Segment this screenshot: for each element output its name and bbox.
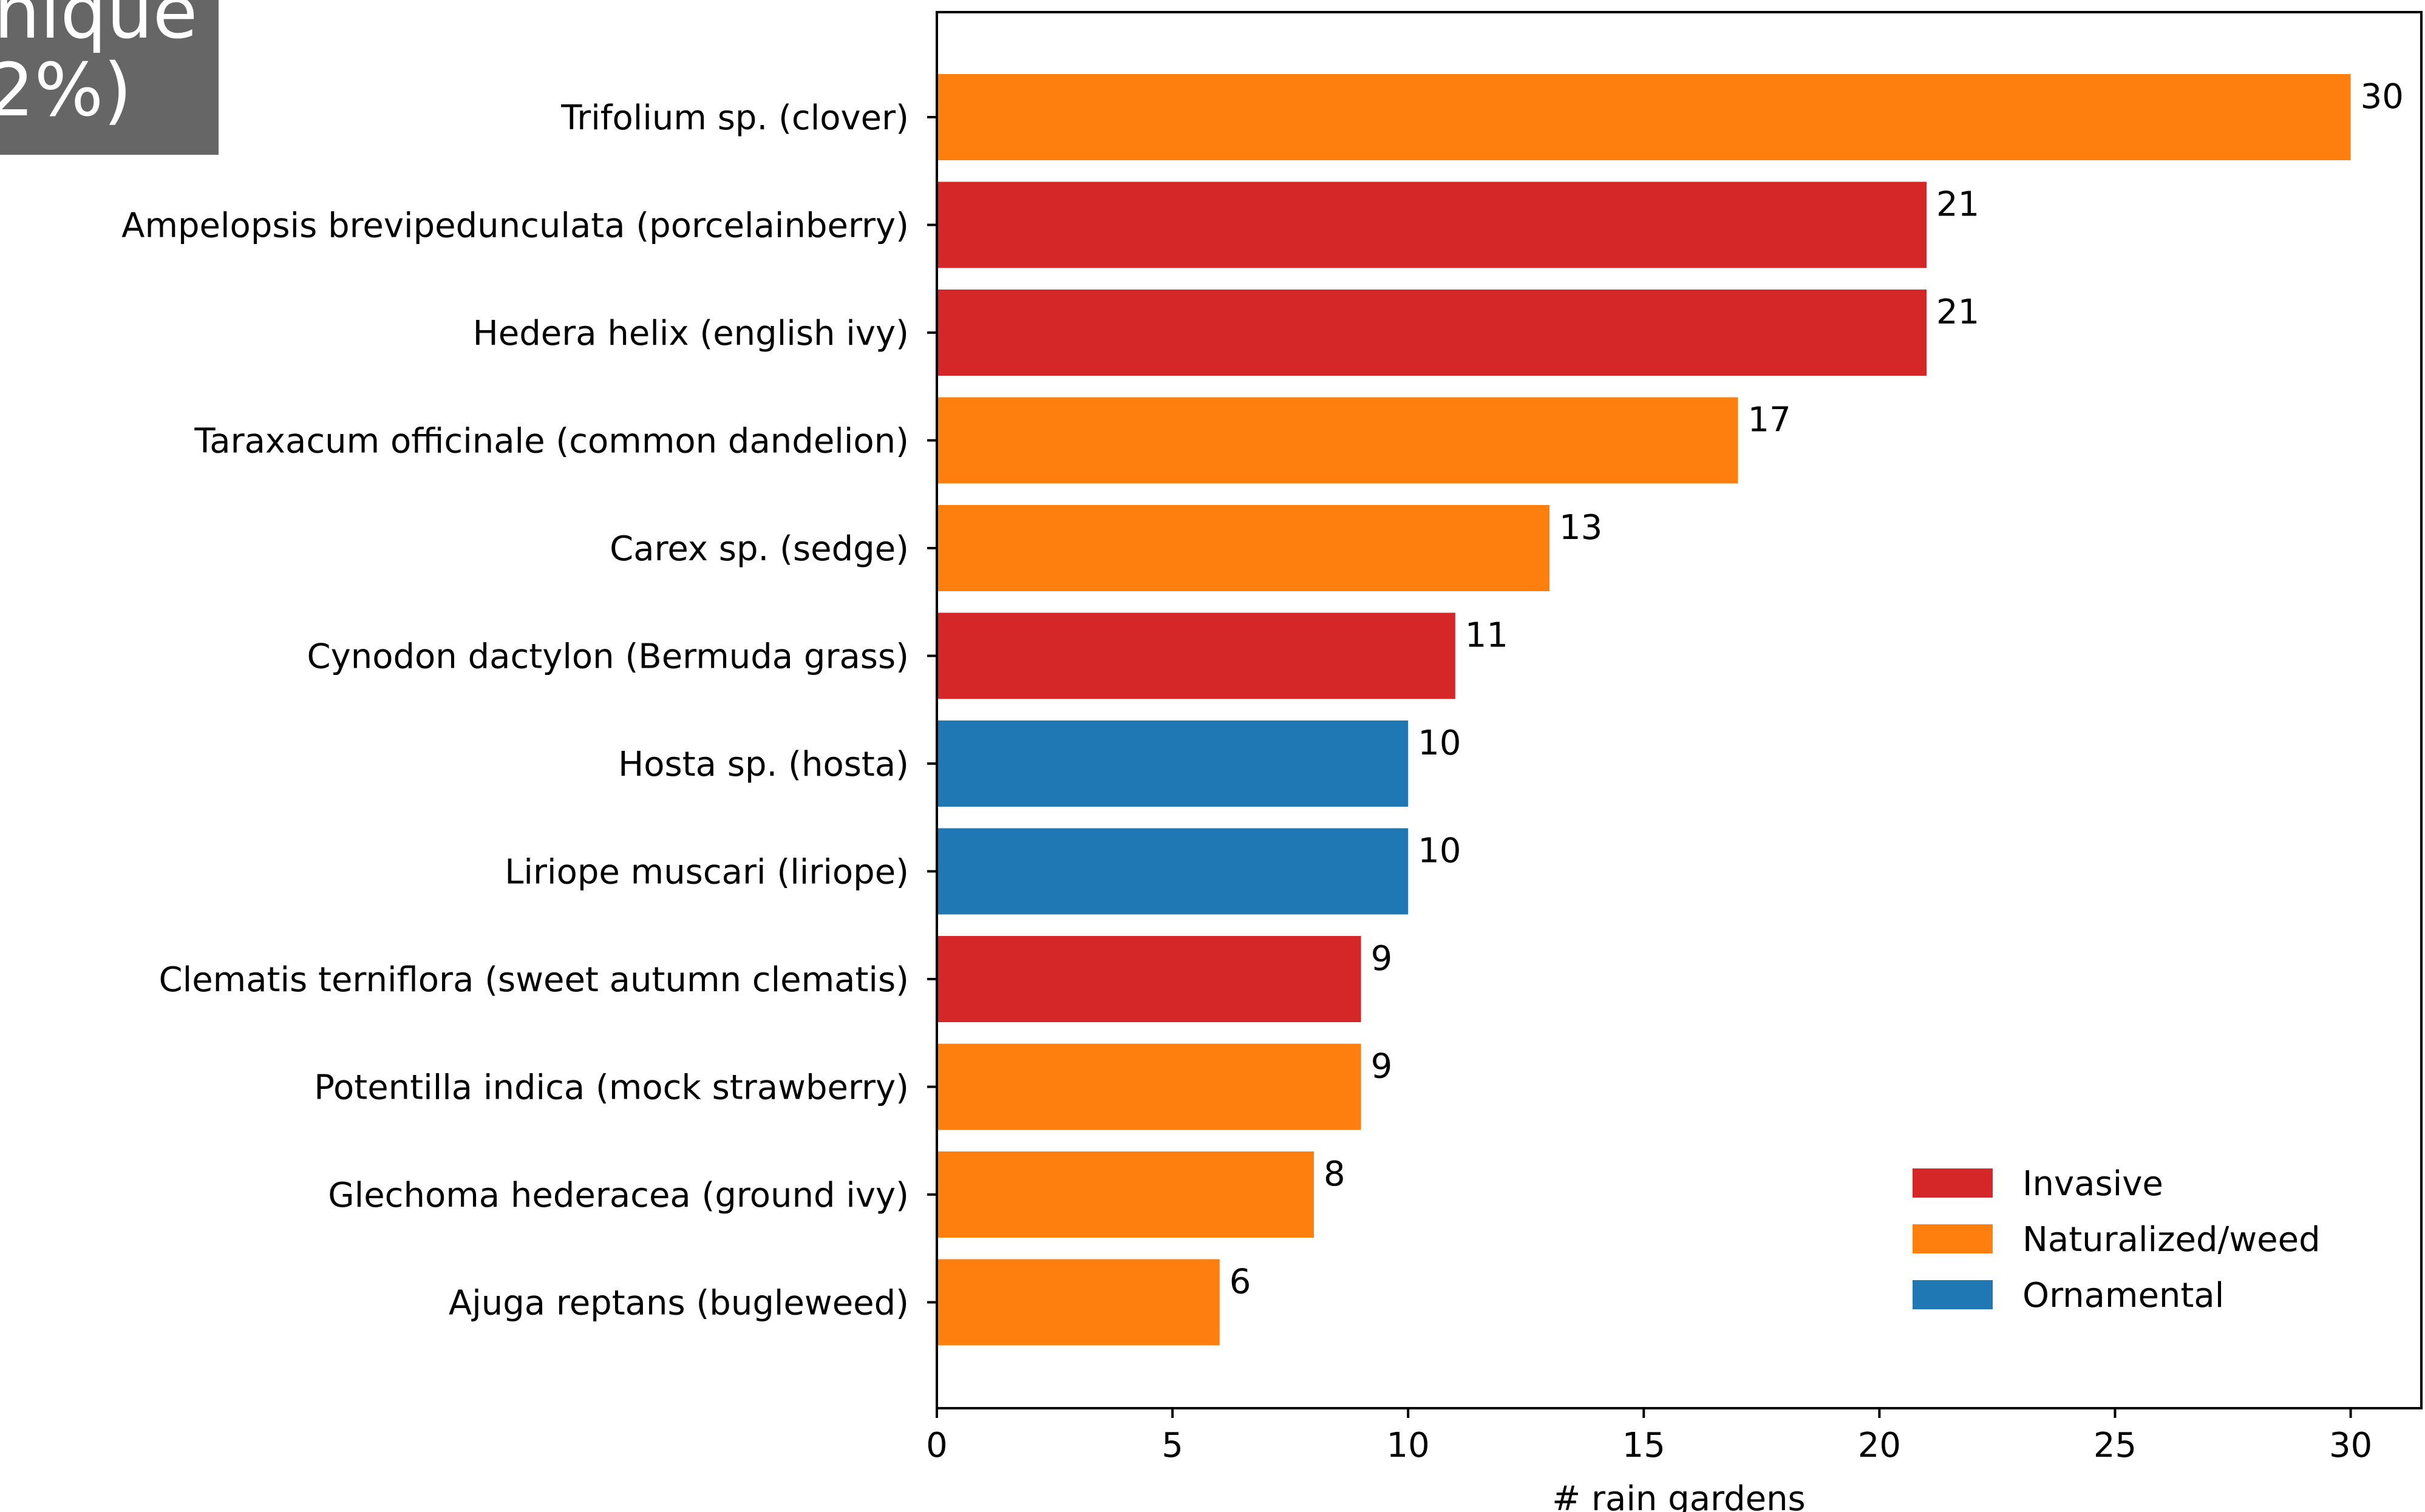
legend-swatch (1913, 1224, 1993, 1253)
legend-label: Invasive (2022, 1164, 2163, 1204)
data-label: 10 (1418, 832, 1461, 871)
x-tick-label: 10 (1387, 1426, 1430, 1465)
category-label: Liriope muscari (liriope) (505, 853, 909, 892)
data-label: 30 (2361, 77, 2404, 117)
data-label: 9 (1371, 1047, 1393, 1087)
badge-background (0, 0, 219, 155)
x-tick-label: 0 (926, 1426, 948, 1465)
category-label: Carex sp. (sedge) (610, 529, 909, 569)
x-axis-title: # rain gardens (1552, 1479, 1805, 1512)
bar (937, 936, 1361, 1022)
bar (937, 1151, 1314, 1238)
category-label: Cynodon dactylon (Bermuda grass) (307, 637, 909, 677)
bar (937, 1259, 1220, 1346)
category-label: Glechoma hederacea (ground ivy) (328, 1176, 909, 1215)
bar (937, 397, 1738, 484)
category-label: Ampelopsis brevipedunculata (porcelainbe… (121, 206, 909, 246)
category-label: Ajuga reptans (bugleweed) (449, 1284, 909, 1323)
legend-swatch (1913, 1168, 1993, 1198)
bar (937, 720, 1409, 807)
category-label: Hosta sp. (hosta) (618, 745, 909, 784)
data-label: 11 (1465, 616, 1508, 656)
plot-frame (936, 11, 2423, 1409)
badge-line-2: 2%) (0, 49, 132, 133)
data-label: 9 (1371, 939, 1393, 978)
badge-line-1: nique (0, 0, 197, 55)
bar (937, 74, 2351, 160)
category-label: Potentilla indica (mock strawberry) (314, 1068, 909, 1108)
x-tick-label: 20 (1858, 1426, 1901, 1465)
bar (937, 290, 1927, 376)
badge: nique 2%) (0, 0, 219, 155)
x-tick-label: 15 (1622, 1426, 1665, 1465)
value-labels: 30 21 21 17 13 11 10 10 9 9 8 6 (1230, 77, 2404, 1302)
bar (937, 181, 1927, 268)
bar (937, 1043, 1361, 1130)
x-tick-label: 25 (2093, 1426, 2137, 1465)
category-label: Clematis terniflora (sweet autumn clemat… (159, 960, 909, 1000)
data-label: 21 (1936, 293, 1979, 332)
x-axis-ticks: 0 5 10 15 20 25 30 (926, 1408, 2372, 1465)
legend-label: Ornamental (2022, 1276, 2224, 1315)
data-label: 8 (1324, 1154, 1345, 1194)
x-tick-label: 5 (1161, 1426, 1183, 1465)
category-label: Taraxacum officinale (common dandelion) (194, 422, 909, 461)
bars-group (937, 74, 2351, 1346)
data-label: 21 (1936, 185, 1979, 225)
legend-swatch (1913, 1280, 1993, 1309)
x-tick-label: 30 (2329, 1426, 2372, 1465)
data-label: 17 (1748, 401, 1791, 440)
bar (937, 828, 1409, 915)
category-labels: Trifolium sp. (clover) Ampelopsis brevipe… (121, 98, 937, 1323)
data-label: 10 (1418, 724, 1461, 763)
bar (937, 505, 1550, 591)
data-label: 6 (1230, 1263, 1251, 1302)
data-label: 13 (1559, 508, 1602, 548)
category-label: Hedera helix (english ivy) (473, 314, 909, 353)
legend-label: Naturalized/weed (2022, 1220, 2321, 1259)
legend: Invasive Naturalized/weed Ornamental (1913, 1164, 2321, 1315)
category-label: Trifolium sp. (clover) (560, 98, 909, 138)
bar (937, 612, 1455, 699)
